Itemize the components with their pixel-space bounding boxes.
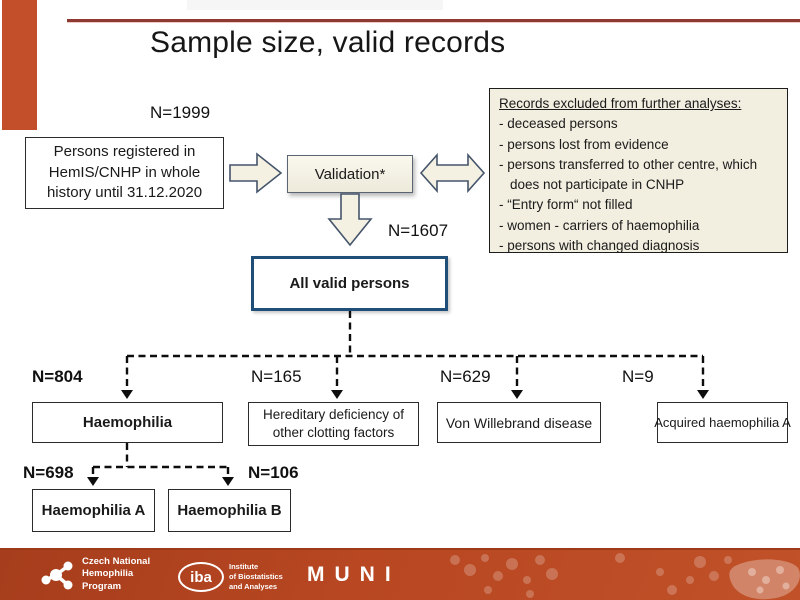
count-haemophilia-a: N=698 — [23, 463, 74, 482]
top-grey-strip — [187, 0, 443, 10]
count-valid: N=1607 — [388, 221, 449, 240]
excluded-item: - “Entry form“ not filled — [499, 197, 633, 213]
excluded-item: - women - carriers of haemophilia — [499, 217, 700, 233]
iba-line: Institute — [229, 562, 259, 572]
cnhp-line: Czech National — [82, 556, 151, 567]
excluded-item: - deceased persons — [499, 116, 618, 132]
excluded-item: - persons lost from evidence — [499, 136, 669, 152]
arrow-double-icon — [419, 152, 486, 194]
cnhp-logo: Czech National Hemophilia Program — [40, 556, 150, 593]
excluded-records-box: Records excluded from further analyses: … — [489, 88, 788, 253]
cnhp-line: Program — [82, 580, 122, 592]
footer-bar: Czech National Hemophilia Program iba In… — [0, 548, 800, 600]
von-willebrand-box: Von Willebrand disease — [437, 402, 601, 443]
iba-line: of Biostatistics — [229, 572, 283, 582]
excluded-item: - persons with changed diagnosis — [499, 237, 700, 253]
title-rule — [67, 19, 800, 22]
acquired-haemophilia-box: Acquired haemophilia A — [654, 402, 791, 443]
count-haemophilia-b: N=106 — [248, 463, 299, 482]
hereditary-deficiency-box: Hereditary deficiency of other clotting … — [248, 402, 419, 446]
registered-box: Persons registered in HemIS/CNHP in whol… — [25, 137, 224, 209]
haemophilia-a-box: Haemophilia A — [32, 489, 155, 532]
arrow-right-icon — [229, 152, 283, 194]
all-valid-persons-box: All valid persons — [251, 256, 448, 311]
validation-box: Validation* — [287, 155, 413, 193]
iba-line: and Analyses — [229, 581, 278, 591]
count-acquired: N=9 — [622, 367, 654, 386]
footer-deco-pattern — [450, 553, 800, 600]
haemophilia-box: Haemophilia — [32, 402, 223, 443]
haemophilia-b-box: Haemophilia B — [168, 489, 291, 532]
excluded-title: Records excluded from further analyses: — [499, 96, 742, 111]
cnhp-molecule-icon — [41, 561, 73, 590]
count-haemophilia: N=804 — [32, 367, 83, 386]
count-registered: N=1999 — [150, 103, 211, 122]
count-hereditary: N=165 — [251, 367, 302, 386]
excluded-item: - persons transferred to other centre, w… — [499, 156, 758, 192]
iba-acronym: iba — [178, 562, 224, 592]
cnhp-line: Hemophilia — [82, 568, 134, 580]
count-von-willebrand: N=629 — [440, 367, 491, 386]
left-accent-bar — [2, 0, 37, 130]
iba-logo-text: Institute of Biostatistics and Analyses — [229, 562, 283, 591]
iba-logo: iba Institute of Biostatistics and Analy… — [178, 562, 283, 592]
slide-title: Sample size, valid records — [150, 26, 506, 59]
title-rule-glow — [67, 22, 800, 23]
muni-logo: MUNI — [307, 563, 401, 586]
cnhp-logo-text: Czech National Hemophilia Program — [82, 556, 150, 593]
arrow-down-icon — [327, 193, 373, 247]
